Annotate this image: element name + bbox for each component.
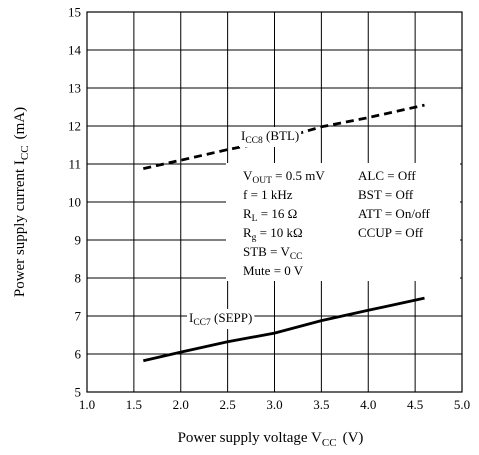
y-tick-label: 10: [68, 195, 81, 210]
x-tick-label: 1.0: [79, 397, 95, 412]
plot-frame: [86, 11, 463, 393]
x-tick-label: 3.0: [266, 397, 282, 412]
condition-text: ALC = Off: [358, 168, 416, 183]
series-label-background: [239, 127, 302, 147]
measurement-conditions: VOUT = 0.5 mV ALC = Off f = 1 kHz BST = Off…: [226, 163, 460, 281]
y-tick-label: 7: [75, 309, 82, 324]
y-axis-title: Power supply current ICC(mA): [12, 107, 31, 297]
y-tick-label: 12: [68, 119, 81, 134]
condition-text: Mute = 0 V: [243, 263, 304, 278]
series-label: ICC7 (SEPP): [189, 310, 252, 328]
y-tick-label: 5: [75, 385, 82, 400]
condition-text: CCUP = Off: [358, 225, 424, 240]
x-axis-title: Power supply voltage VCC (V): [178, 430, 364, 449]
condition-text: RL = 16 Ω: [243, 206, 297, 224]
x-tick-label: 4.0: [360, 397, 376, 412]
y-tick-label: 14: [68, 43, 82, 58]
y-tick-label: 13: [68, 81, 81, 96]
x-tick-label: 4.5: [407, 397, 423, 412]
condition-text: ATT = On/off: [358, 206, 431, 221]
x-tick-label: 1.5: [126, 397, 142, 412]
x-tick-labels: 1.0 1.5 2.0 2.5 3.0 3.5 4.0 4.5 5.0: [79, 397, 470, 412]
y-tick-label: 6: [75, 347, 82, 362]
y-tick-label: 15: [68, 5, 81, 20]
x-tick-label: 2.5: [220, 397, 236, 412]
condition-text: BST = Off: [358, 187, 414, 202]
series-label-background: [187, 309, 255, 329]
condition-text: STB = VCC: [243, 244, 303, 262]
condition-text: VOUT = 0.5 mV: [243, 168, 325, 186]
condition-text: f = 1 kHz: [243, 187, 293, 202]
x-tick-label: 5.0: [454, 397, 470, 412]
x-tick-label: 3.5: [313, 397, 329, 412]
y-tick-label: 11: [68, 157, 81, 172]
y-tick-label: 8: [75, 271, 82, 286]
series-line-sepp: [142, 296, 425, 363]
x-tick-label: 2.0: [173, 397, 189, 412]
y-tick-labels: 5 6 7 8 9 10 11 12 13 14 15: [68, 5, 82, 400]
condition-text: Rg = 10 kΩ: [243, 225, 303, 243]
series-group: ICC8 (BTL) ICC7 (SEPP): [142, 103, 425, 363]
conditions-background: [226, 163, 460, 281]
y-tick-label: 9: [75, 233, 82, 248]
series-label: ICC8 (BTL): [241, 128, 299, 146]
